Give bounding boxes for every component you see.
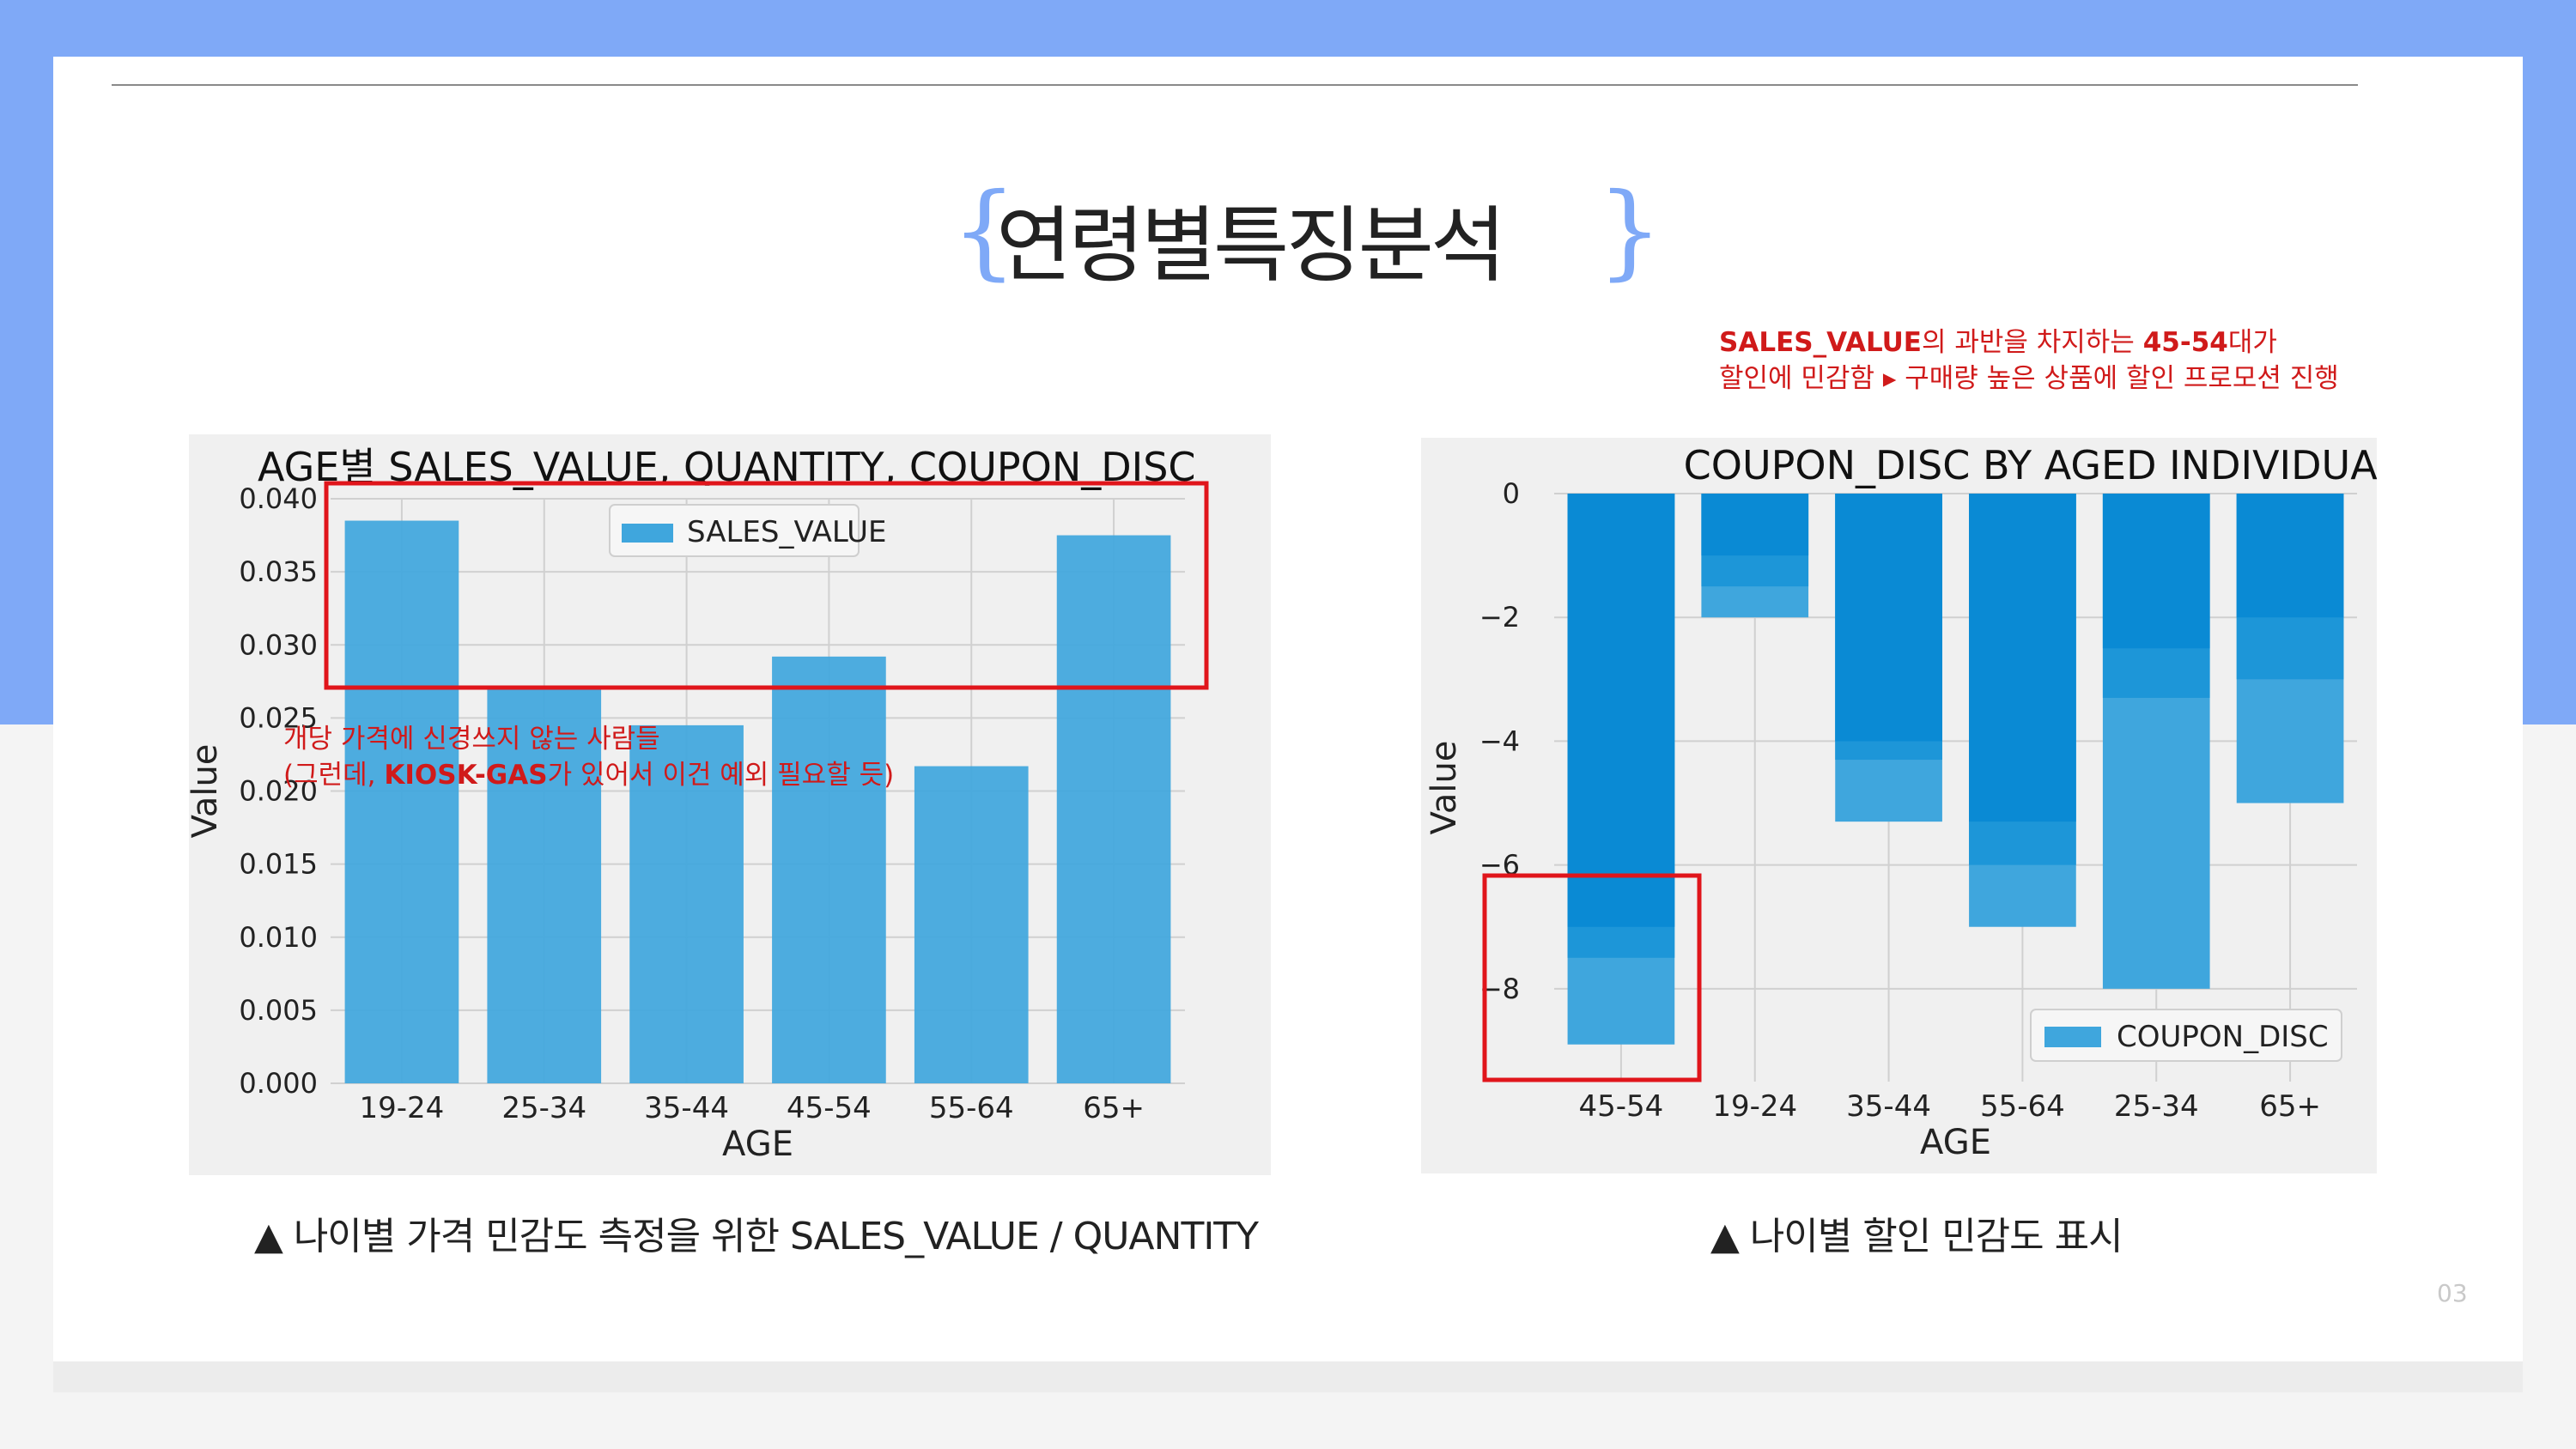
y-tick-label: 0.030 xyxy=(239,628,318,661)
annotation-top-right: SALES_VALUE의 과반을 차지하는 45-54대가 할인에 민감함 ▸ … xyxy=(1719,324,2339,397)
slide-shadow xyxy=(53,1361,2523,1392)
bar-overlay-dark-25-34 xyxy=(2102,494,2210,649)
y-axis-label: Value xyxy=(1425,741,1464,835)
bar-overlay-dark-35-44 xyxy=(1835,494,1942,742)
annotation-text: 가 있어서 이건 예외 필요할 듯) xyxy=(547,760,895,791)
sales-value-chart: 0.000 0.005 0.010 0.015 0.020 0.025 0.030 0.035… xyxy=(185,444,1209,1164)
x-axis-label: AGE xyxy=(722,1125,793,1164)
x-tick-label: 25-34 xyxy=(501,1091,586,1125)
annotation-bold-kiosk: KIOSK-GAS xyxy=(384,760,548,791)
y-tick-label: −2 xyxy=(1479,601,1520,634)
y-tick-label: 0.025 xyxy=(239,701,318,734)
annotation-left-line2: (그런데, KIOSK-GAS가 있어서 이건 예외 필요할 듯) xyxy=(283,757,894,793)
legend-swatch xyxy=(2044,1027,2101,1047)
annotation-top-right-line2: 할인에 민감함 ▸ 구매량 높은 상품에 할인 프로모션 진행 xyxy=(1719,363,2339,394)
x-tick-label: 35-44 xyxy=(1846,1089,1931,1124)
bar-overlay-dark-19-24 xyxy=(1701,494,1809,556)
y-tick-label: 0.040 xyxy=(239,482,318,515)
annotation-bold-sales-value: SALES_VALUE xyxy=(1719,327,1922,358)
x-tick-label: 65+ xyxy=(1083,1091,1145,1125)
legend-box xyxy=(2030,1009,2342,1062)
coupon-disc-chart-panel: 0 −2 −4 −6 −8 45-54 19-24 35-44 55-64 25-34 65+ AGE… xyxy=(1421,438,2400,1173)
right-brace-decoration: } xyxy=(1597,172,1663,291)
bar-overlay-dark-65+ xyxy=(2236,494,2344,618)
sales-value-chart-panel: 0.000 0.005 0.010 0.015 0.020 0.025 0.030 0.035… xyxy=(185,434,1271,1175)
bar-overlay-dark-45-54 xyxy=(1567,494,1675,927)
chart-title: COUPON_DISC BY AGED INDIVIDUAL xyxy=(1684,442,2377,488)
y-tick-label: 0 xyxy=(1503,477,1520,510)
annotation-text: 대가 xyxy=(2227,327,2277,358)
y-tick-label: 0.000 xyxy=(239,1067,318,1100)
x-tick-label: 55-64 xyxy=(1980,1089,2065,1124)
annotation-text: 의 과반을 차지하는 xyxy=(1921,327,2143,358)
x-tick-label: 65+ xyxy=(2259,1089,2321,1124)
bar-35-44 xyxy=(629,724,744,1083)
header-divider xyxy=(112,84,2358,86)
annotation-left: 개당 가격에 신경쓰지 않는 사람들 (그런데, KIOSK-GAS가 있어서 … xyxy=(283,721,894,793)
bar-65+ xyxy=(1056,535,1171,1083)
y-tick-label: −4 xyxy=(1479,724,1520,757)
highlight-box xyxy=(1482,873,1702,1082)
legend-label: COUPON_DISC xyxy=(2117,1020,2329,1054)
x-tick-label: 19-24 xyxy=(1712,1089,1797,1124)
bar-45-54 xyxy=(772,656,886,1083)
bar-25-34 xyxy=(487,688,602,1083)
bar-19-24 xyxy=(344,520,459,1083)
page-number: 03 xyxy=(2437,1279,2468,1307)
annotation-left-line1: 개당 가격에 신경쓰지 않는 사람들 xyxy=(283,724,660,755)
legend-swatch xyxy=(622,524,673,543)
y-axis-label: Value xyxy=(189,744,225,839)
y-tick-label: 0.035 xyxy=(239,555,318,588)
legend-label: SALES_VALUE xyxy=(687,515,886,549)
slide-title: 연령별특징분석 xyxy=(996,197,1506,294)
annotation-bold-age: 45-54 xyxy=(2142,327,2228,358)
x-tick-label: 19-24 xyxy=(360,1091,445,1125)
x-tick-label: 25-34 xyxy=(2114,1089,2199,1124)
x-axis-label: AGE xyxy=(1920,1123,1991,1162)
bar-overlay-dark-55-64 xyxy=(1969,494,2076,822)
x-tick-label: 35-44 xyxy=(644,1091,729,1125)
x-tick-label: 45-54 xyxy=(1579,1089,1664,1124)
y-tick-label: 0.010 xyxy=(239,921,318,954)
caption-right: ▲ 나이별 할인 민감도 표시 xyxy=(1710,1215,2123,1258)
annotation-text: (그런데, xyxy=(283,760,385,791)
x-tick-label: 55-64 xyxy=(929,1091,1014,1125)
y-tick-label: 0.015 xyxy=(239,848,318,881)
annotation-top-right-line1: SALES_VALUE의 과반을 차지하는 45-54대가 xyxy=(1719,324,2339,361)
x-tick-label: 45-54 xyxy=(787,1091,872,1125)
caption-left: ▲ 나이별 가격 민감도 측정을 위한 SALES_VALUE / QUANTI… xyxy=(254,1215,1259,1258)
y-tick-label: 0.020 xyxy=(239,775,318,808)
y-tick-label: 0.005 xyxy=(239,994,318,1027)
coupon-disc-chart: 0−2−4−6−845-54 19-24 35-44 55-64 25-34 65+AGE… xyxy=(1425,442,2400,1162)
left-brace-decoration: { xyxy=(951,172,1018,291)
legend-box xyxy=(609,504,860,557)
bar-55-64 xyxy=(914,766,1029,1083)
highlight-box xyxy=(324,481,1209,690)
